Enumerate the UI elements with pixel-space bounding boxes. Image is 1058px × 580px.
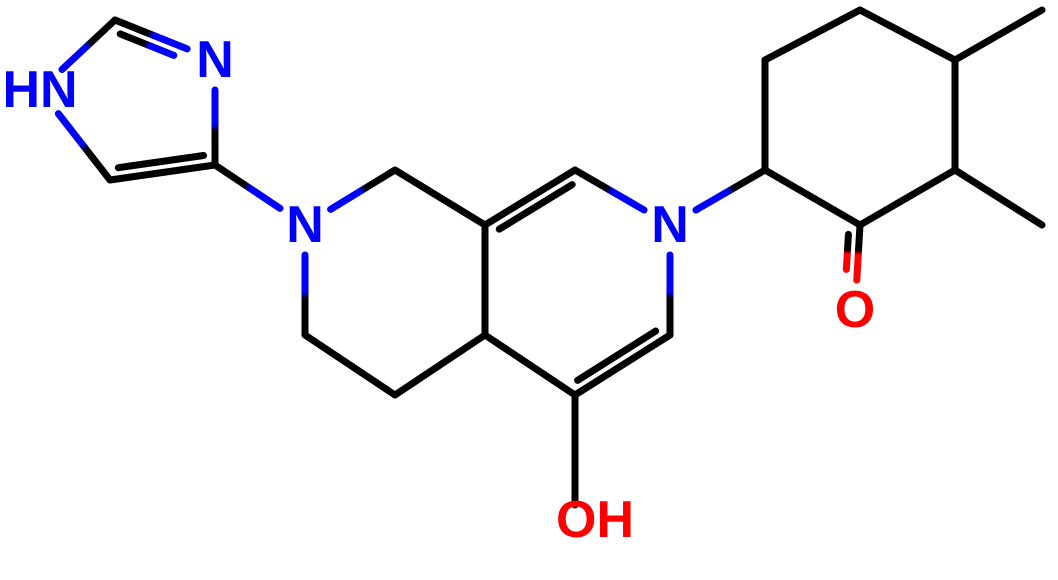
atom-label-N1: HN bbox=[2, 61, 77, 119]
atom-label-N6: N bbox=[286, 196, 324, 254]
bond-line bbox=[765, 170, 860, 225]
bond-line bbox=[305, 335, 395, 395]
atom-label-O19: O bbox=[835, 281, 875, 339]
bond-line bbox=[395, 335, 485, 395]
bond-line bbox=[857, 225, 860, 280]
bond-line bbox=[860, 10, 955, 60]
molecule-diagram: HN N N N OH O bbox=[0, 0, 1058, 580]
bond-line bbox=[860, 170, 955, 225]
bond-line bbox=[955, 170, 1042, 225]
bond-line bbox=[575, 335, 670, 395]
bond-line bbox=[331, 170, 395, 209]
bond-line bbox=[485, 335, 575, 395]
bond-line bbox=[485, 170, 575, 225]
bond-line bbox=[58, 114, 110, 180]
bond-line bbox=[395, 170, 485, 225]
bond-line bbox=[846, 234, 848, 269]
bond-line bbox=[765, 10, 860, 60]
bond-line bbox=[578, 331, 656, 380]
bond-line bbox=[696, 170, 765, 210]
atom-label-N13: N bbox=[651, 196, 689, 254]
bond-line bbox=[575, 170, 644, 210]
atom-label-O17: OH bbox=[556, 491, 634, 549]
bond-line bbox=[955, 10, 1042, 60]
atom-label-N4: N bbox=[196, 31, 234, 89]
bond-line bbox=[215, 165, 280, 208]
